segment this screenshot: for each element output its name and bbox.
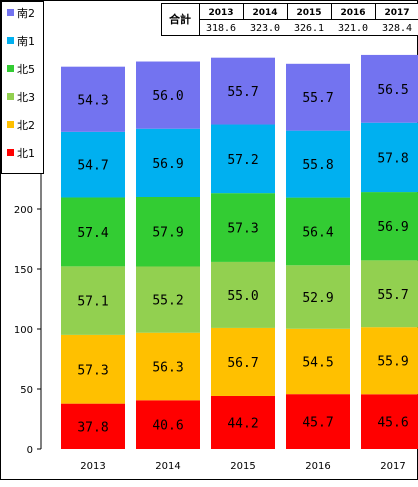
bar-segment — [286, 265, 350, 329]
data-label: 54.7 — [77, 159, 108, 174]
data-label: 56.9 — [152, 157, 183, 172]
data-label: 45.6 — [377, 416, 408, 431]
data-label: 56.4 — [302, 225, 333, 240]
bar-segment — [361, 122, 418, 193]
bar-segment — [211, 395, 275, 449]
data-label: 56.7 — [227, 356, 258, 371]
y-tick-label: 200 — [14, 205, 33, 216]
totals-value: 326.1 — [294, 23, 324, 34]
y-tick-label: 0 — [27, 445, 33, 456]
totals-year: 2016 — [340, 8, 365, 18]
bar-segment — [211, 124, 275, 194]
totals-value: 318.6 — [206, 23, 236, 34]
data-label: 37.8 — [77, 420, 108, 435]
data-label: 57.2 — [227, 153, 258, 168]
legend-label: 南2 — [17, 7, 35, 20]
bar-segment — [361, 260, 418, 328]
bar-segment — [61, 197, 125, 267]
legend-box — [1, 1, 44, 174]
bar-segment — [286, 63, 350, 131]
bar-segment — [286, 130, 350, 198]
data-label: 57.4 — [77, 226, 108, 241]
totals-header: 合計 — [169, 12, 191, 26]
bar-segment — [136, 128, 200, 197]
data-label: 55.2 — [152, 294, 183, 309]
y-tick-label: 50 — [20, 385, 33, 396]
bar-segment — [361, 327, 418, 395]
data-label: 57.3 — [227, 222, 258, 237]
data-label: 45.7 — [302, 416, 333, 431]
data-label: 57.1 — [77, 295, 108, 310]
data-label: 44.2 — [227, 416, 258, 431]
totals-year: 2015 — [296, 8, 321, 18]
legend-swatch — [7, 65, 14, 72]
data-label: 55.7 — [302, 91, 333, 106]
bar-segment — [361, 192, 418, 261]
bar-segment — [61, 334, 125, 404]
bar-segment — [211, 193, 275, 262]
data-label: 54.3 — [77, 93, 108, 108]
data-label: 56.9 — [377, 220, 408, 235]
bar-segment — [136, 197, 200, 267]
bar-segment — [136, 400, 200, 449]
totals-year: 2017 — [384, 8, 409, 18]
totals-value: 328.4 — [382, 23, 412, 34]
data-label: 55.0 — [227, 289, 258, 304]
data-label: 56.3 — [152, 361, 183, 376]
x-tick-label: 2017 — [380, 461, 405, 472]
totals-year: 2013 — [208, 8, 233, 18]
legend-label: 南1 — [17, 35, 35, 48]
data-label: 56.5 — [377, 83, 408, 98]
bar-segment — [286, 394, 350, 449]
x-tick-label: 2016 — [305, 461, 330, 472]
bar-segment — [211, 327, 275, 396]
bar-segment — [61, 403, 125, 449]
legend-label: 北5 — [17, 63, 35, 76]
y-tick-label: 100 — [14, 325, 33, 336]
legend-swatch — [7, 121, 14, 128]
data-label: 57.8 — [377, 151, 408, 166]
bar-segment — [136, 61, 200, 129]
bar-segment — [211, 57, 275, 125]
totals-value: 323.0 — [250, 23, 280, 34]
bar-segment — [61, 66, 125, 132]
bar-segment — [61, 131, 125, 198]
totals-value: 321.0 — [338, 23, 368, 34]
legend-swatch — [7, 9, 14, 16]
bar-segment — [286, 197, 350, 266]
data-label: 55.7 — [227, 85, 258, 100]
data-label: 40.6 — [152, 419, 183, 434]
y-tick-label: 150 — [14, 265, 33, 276]
bar-segment — [361, 54, 418, 123]
bar-segment — [136, 266, 200, 333]
x-tick-label: 2014 — [155, 461, 180, 472]
data-label: 55.8 — [302, 158, 333, 173]
bar-segment — [136, 332, 200, 401]
legend-label: 北3 — [17, 91, 35, 104]
x-tick-label: 2013 — [80, 461, 105, 472]
legend-label: 北1 — [17, 147, 35, 160]
data-label: 52.9 — [302, 291, 333, 306]
data-label: 57.9 — [152, 226, 183, 241]
data-label: 56.0 — [152, 89, 183, 104]
data-label: 55.7 — [377, 288, 408, 303]
bar-segment — [286, 328, 350, 395]
data-label: 57.3 — [77, 363, 108, 378]
bar-segment — [61, 266, 125, 335]
x-tick-label: 2015 — [230, 461, 255, 472]
legend-swatch — [7, 93, 14, 100]
data-label: 54.5 — [302, 355, 333, 370]
bar-segment — [361, 394, 418, 449]
totals-year: 2014 — [252, 8, 277, 18]
bar-segment — [211, 261, 275, 328]
legend-swatch — [7, 149, 14, 156]
legend-swatch — [7, 37, 14, 44]
data-label: 55.9 — [377, 355, 408, 370]
legend-label: 北2 — [17, 119, 35, 132]
